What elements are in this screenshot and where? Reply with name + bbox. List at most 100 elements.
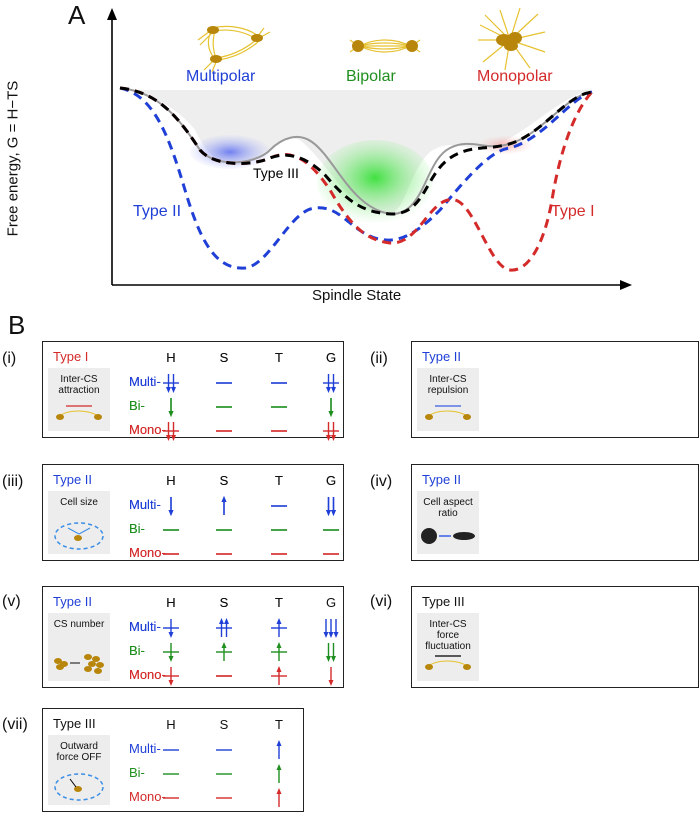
- monopolar-label: Monopolar: [477, 68, 553, 85]
- no-change-dash: [262, 421, 296, 439]
- thumbnail-illustration-icon: [54, 522, 104, 550]
- block-i: Type I Inter-CS attraction H S T G Multi- Bi- Mo…: [42, 341, 344, 441]
- thumbnail-illustration-icon: [54, 654, 104, 674]
- increase-arrow-icon: [262, 618, 296, 637]
- row-label: Multi-: [129, 374, 161, 389]
- row-label: Bi-: [129, 521, 145, 536]
- column-header-g: G: [325, 473, 337, 488]
- column-header-h: H: [166, 595, 176, 610]
- block-v: Type II CS number H S T G Multi- Bi- Mono-: [42, 586, 344, 688]
- no-change-dash: [262, 544, 296, 562]
- column-header-s: S: [219, 350, 229, 365]
- no-change-dash: [154, 544, 188, 562]
- column-header-h: H: [166, 350, 176, 365]
- no-change-dash: [262, 496, 296, 514]
- decrease-arrow-icon: [154, 397, 188, 417]
- no-change-dash: [154, 373, 188, 391]
- block-type-label: Type II: [422, 349, 462, 364]
- no-change-dash: [154, 666, 188, 684]
- monopolar-spindle-icon: [478, 7, 546, 71]
- no-change-dash: [207, 642, 241, 660]
- block-ii: Type II Inter-CS repulsion H S T G Multi- Bi- Mo…: [129, 341, 699, 438]
- increase-arrow-icon: [207, 642, 241, 661]
- column-header-t: T: [275, 473, 283, 488]
- column-header-s: S: [219, 473, 229, 488]
- no-change-dash: [154, 764, 188, 782]
- decrease-arrow-icon: [314, 397, 348, 417]
- block-type-label: Type III: [422, 594, 465, 609]
- block-iii: Type II Cell size H S T G Multi- Bi- Mono-: [42, 464, 344, 561]
- block-roman-iv: (iv): [370, 473, 393, 490]
- row-label: Multi-: [129, 619, 161, 634]
- column-header-h: H: [166, 595, 176, 610]
- decrease-arrow-icon: [154, 421, 188, 441]
- x-axis-label: Spindle State: [312, 287, 402, 304]
- decrease-arrow-icon: [154, 666, 188, 686]
- type3-label: Type III: [253, 165, 299, 181]
- decrease-arrow-icon: [154, 642, 188, 662]
- increase-arrow-icon: [262, 764, 296, 783]
- no-change-dash: [154, 788, 188, 806]
- column-header-g: G: [325, 350, 337, 365]
- block-thumbnail: Inter-CS force fluctuation: [417, 613, 479, 681]
- column-header-t: T: [275, 595, 283, 610]
- column-header-g: G: [325, 350, 337, 365]
- thumbnail-illustration-icon: [425, 655, 471, 670]
- column-header-t: T: [275, 350, 283, 365]
- column-header-t: T: [275, 595, 283, 610]
- no-change-dash: [314, 373, 348, 391]
- row-label: Mono-: [129, 545, 166, 560]
- block-roman-vi: (vi): [370, 593, 393, 610]
- decrease-arrow-icon: [154, 496, 188, 516]
- row-label: Bi-: [129, 643, 145, 658]
- column-header-t: T: [275, 717, 283, 732]
- decrease-arrow-icon: [314, 618, 348, 638]
- increase-arrow-icon: [262, 666, 296, 685]
- bipolar-well-glow: [317, 140, 433, 224]
- type3-curve: [119, 86, 593, 216]
- row-label: Bi-: [129, 398, 145, 413]
- block-thumbnail: Cell size: [48, 491, 110, 554]
- no-change-dash: [154, 618, 188, 636]
- row-label: Multi-: [129, 497, 161, 512]
- row-label: Mono-: [129, 667, 166, 682]
- no-change-dash: [207, 618, 241, 636]
- column-header-s: S: [219, 473, 229, 488]
- y-axis-arrow: [107, 8, 117, 20]
- panel-b-letter: B: [8, 310, 26, 340]
- block-vi: Type III Inter-CS force fluctuation H S T Mul…: [129, 586, 699, 688]
- no-change-dash: [154, 520, 188, 538]
- increase-arrow-icon: [262, 740, 296, 759]
- decrease-arrow-icon: [314, 496, 348, 516]
- column-header-h: H: [166, 717, 176, 732]
- block-iv: Type II Cell aspect ratio H S T G Multi- Bi- Mon…: [129, 464, 699, 561]
- type1-label: Type I: [551, 203, 595, 220]
- column-header-s: S: [219, 595, 229, 610]
- thumbnail-illustration-icon: [56, 405, 102, 420]
- no-change-dash: [262, 373, 296, 391]
- no-change-dash: [207, 544, 241, 562]
- no-change-dash: [314, 520, 348, 538]
- energy-landscape-plot: [107, 7, 632, 290]
- row-label: Bi-: [129, 643, 145, 658]
- block-roman-iii: (iii): [2, 473, 24, 490]
- column-header-s: S: [219, 350, 229, 365]
- column-header-h: H: [166, 473, 176, 488]
- block-thumbnail: Outward force OFF: [48, 735, 110, 805]
- no-change-dash: [154, 740, 188, 758]
- row-label: Mono-: [129, 422, 166, 437]
- no-change-dash: [207, 788, 241, 806]
- multipolar-spindle-icon: [197, 25, 271, 73]
- block-type-label: Type II: [53, 594, 93, 609]
- decrease-arrow-icon: [314, 666, 348, 686]
- no-change-dash: [207, 520, 241, 538]
- no-change-dash: [154, 421, 188, 439]
- column-header-h: H: [166, 350, 176, 365]
- row-label: Mono-: [129, 667, 166, 682]
- no-change-dash: [207, 764, 241, 782]
- column-header-s: S: [219, 717, 229, 732]
- block-roman-v: (v): [2, 593, 21, 610]
- column-header-g: G: [325, 473, 337, 488]
- no-change-dash: [262, 520, 296, 538]
- no-change-dash: [154, 642, 188, 660]
